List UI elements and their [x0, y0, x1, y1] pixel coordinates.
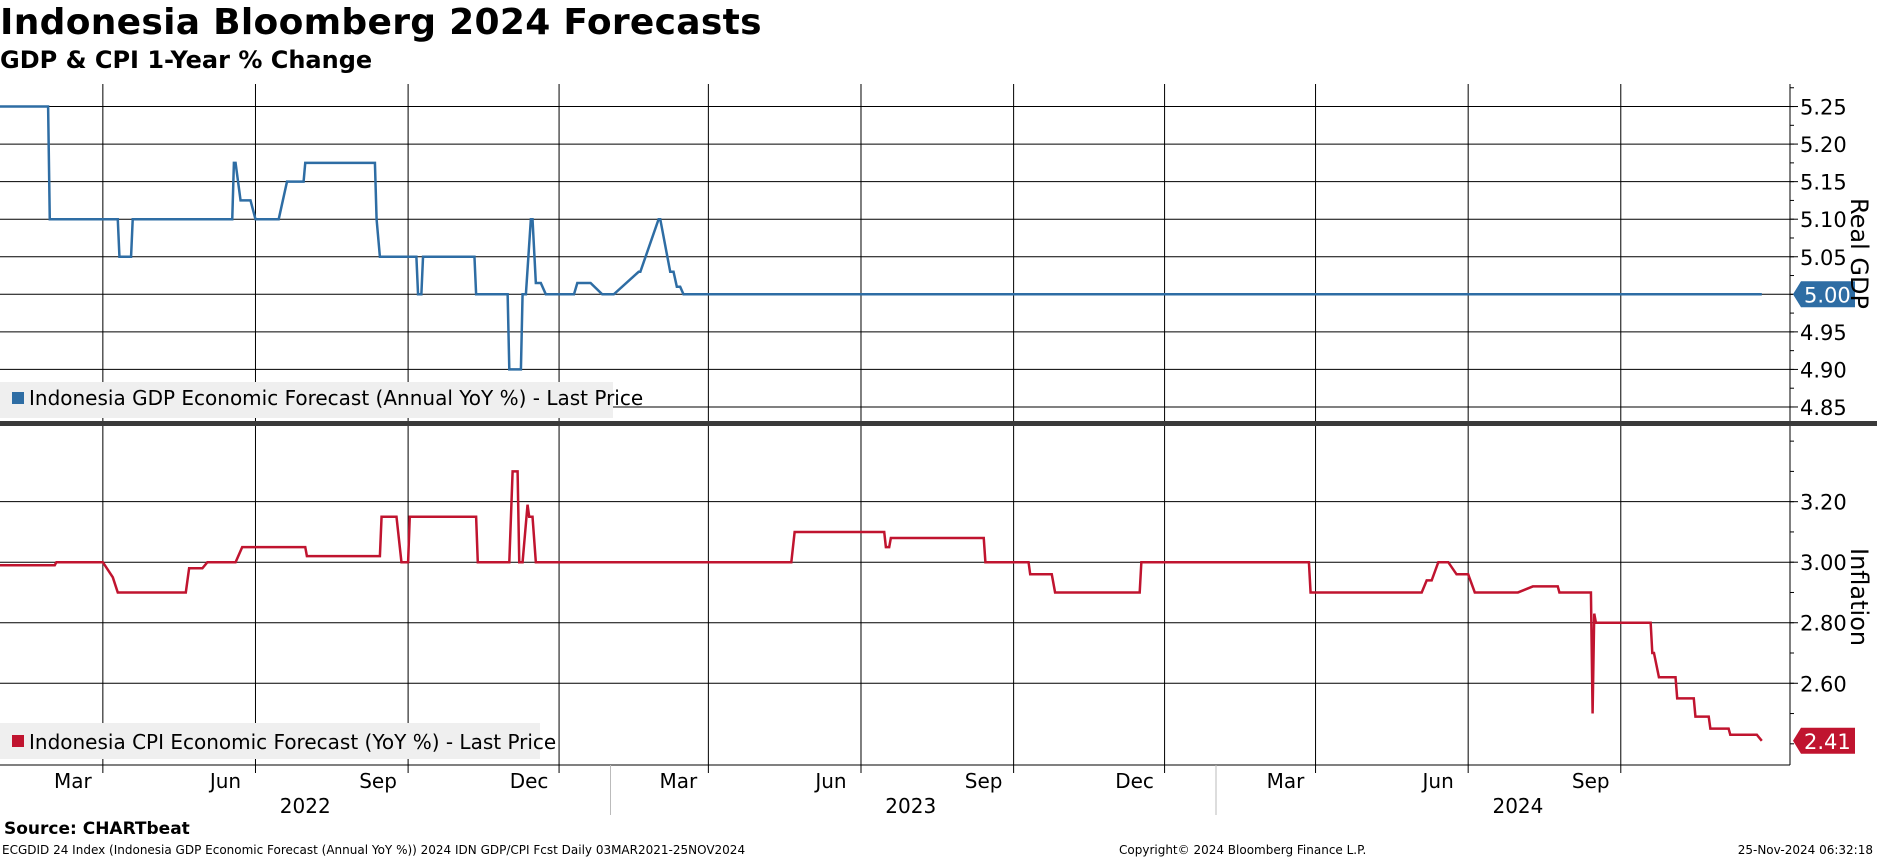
legend-gdp: Indonesia GDP Economic Forecast (Annual … — [0, 382, 643, 418]
last-value-box-gdp — [1793, 281, 1855, 308]
panel-separator — [0, 421, 1877, 426]
last-value-label-cpi: 2.41 — [1804, 730, 1851, 754]
xtick-label-7: Dec — [1115, 769, 1154, 793]
chart-subtitle: GDP & CPI 1-Year % Change — [0, 46, 373, 74]
xtick-label-6: Sep — [965, 769, 1003, 793]
legend-cpi-label: Indonesia CPI Economic Forecast (YoY %) … — [29, 730, 556, 754]
series-line-cpi — [0, 470, 1763, 742]
ytick-label-0-3: 5.10 — [1800, 208, 1847, 232]
xtick-label-5: Jun — [813, 769, 846, 793]
footer-description: ECGDID 24 Index (Indonesia GDP Economic … — [2, 843, 746, 857]
xtick-label-2: Sep — [359, 769, 397, 793]
y-axis-title-gdp: Real GDP — [1845, 198, 1873, 309]
last-value-tag-cpi: 2.41 — [1793, 727, 1855, 754]
ytick-label-1-3: 2.60 — [1800, 672, 1847, 696]
xtick-label-4: Mar — [660, 769, 699, 793]
axes: 5.25 5.20 5.15 5.10 5.05 5.00 4.95 4.90 4.85 3.20… — [0, 84, 1877, 818]
ytick-label-0-0: 5.25 — [1800, 96, 1847, 120]
legend-gdp-swatch — [12, 392, 24, 404]
last-value-box-cpi — [1793, 727, 1855, 754]
y-axis-title-inflation: Inflation — [1845, 548, 1873, 646]
xtick-label-9: Jun — [1421, 769, 1454, 793]
footer-timestamp: 25-Nov-2024 06:32:18 — [1737, 843, 1873, 857]
ytick-label-0-1: 5.20 — [1800, 133, 1847, 157]
chart-title: Indonesia Bloomberg 2024 Forecasts — [0, 2, 762, 43]
source-note: Source: CHARTbeat — [4, 819, 190, 839]
series-lines — [0, 105, 1763, 742]
ytick-label-0-2: 5.15 — [1800, 171, 1847, 195]
ytick-label-1-2: 2.80 — [1800, 612, 1847, 636]
year-label-2022: 2022 — [280, 794, 331, 818]
legend-cpi: Indonesia CPI Economic Forecast (YoY %) … — [0, 723, 556, 759]
ytick-label-0-4: 5.05 — [1800, 246, 1847, 270]
year-label-2023: 2023 — [885, 794, 936, 818]
legend-gdp-label: Indonesia GDP Economic Forecast (Annual … — [29, 386, 643, 410]
ytick-label-0-7: 4.90 — [1800, 358, 1847, 382]
footer-copyright: Copyright© 2024 Bloomberg Finance L.P. — [1119, 843, 1367, 857]
ytick-label-1-0: 3.20 — [1800, 491, 1847, 515]
series-line-gdp — [0, 105, 1762, 371]
xtick-label-10: Sep — [1572, 769, 1610, 793]
year-label-2024: 2024 — [1492, 794, 1543, 818]
last-value-label-gdp: 5.00 — [1804, 283, 1851, 307]
xtick-label-0: Mar — [54, 769, 93, 793]
xtick-label-3: Dec — [510, 769, 549, 793]
xtick-label-1: Jun — [208, 769, 241, 793]
ytick-label-0-6: 4.95 — [1800, 321, 1847, 345]
xtick-label-8: Mar — [1267, 769, 1306, 793]
ytick-label-1-1: 3.00 — [1800, 551, 1847, 575]
last-value-tag-gdp: 5.00 — [1793, 281, 1855, 308]
legend-cpi-swatch — [12, 735, 24, 747]
ytick-label-0-8: 4.85 — [1800, 396, 1847, 420]
